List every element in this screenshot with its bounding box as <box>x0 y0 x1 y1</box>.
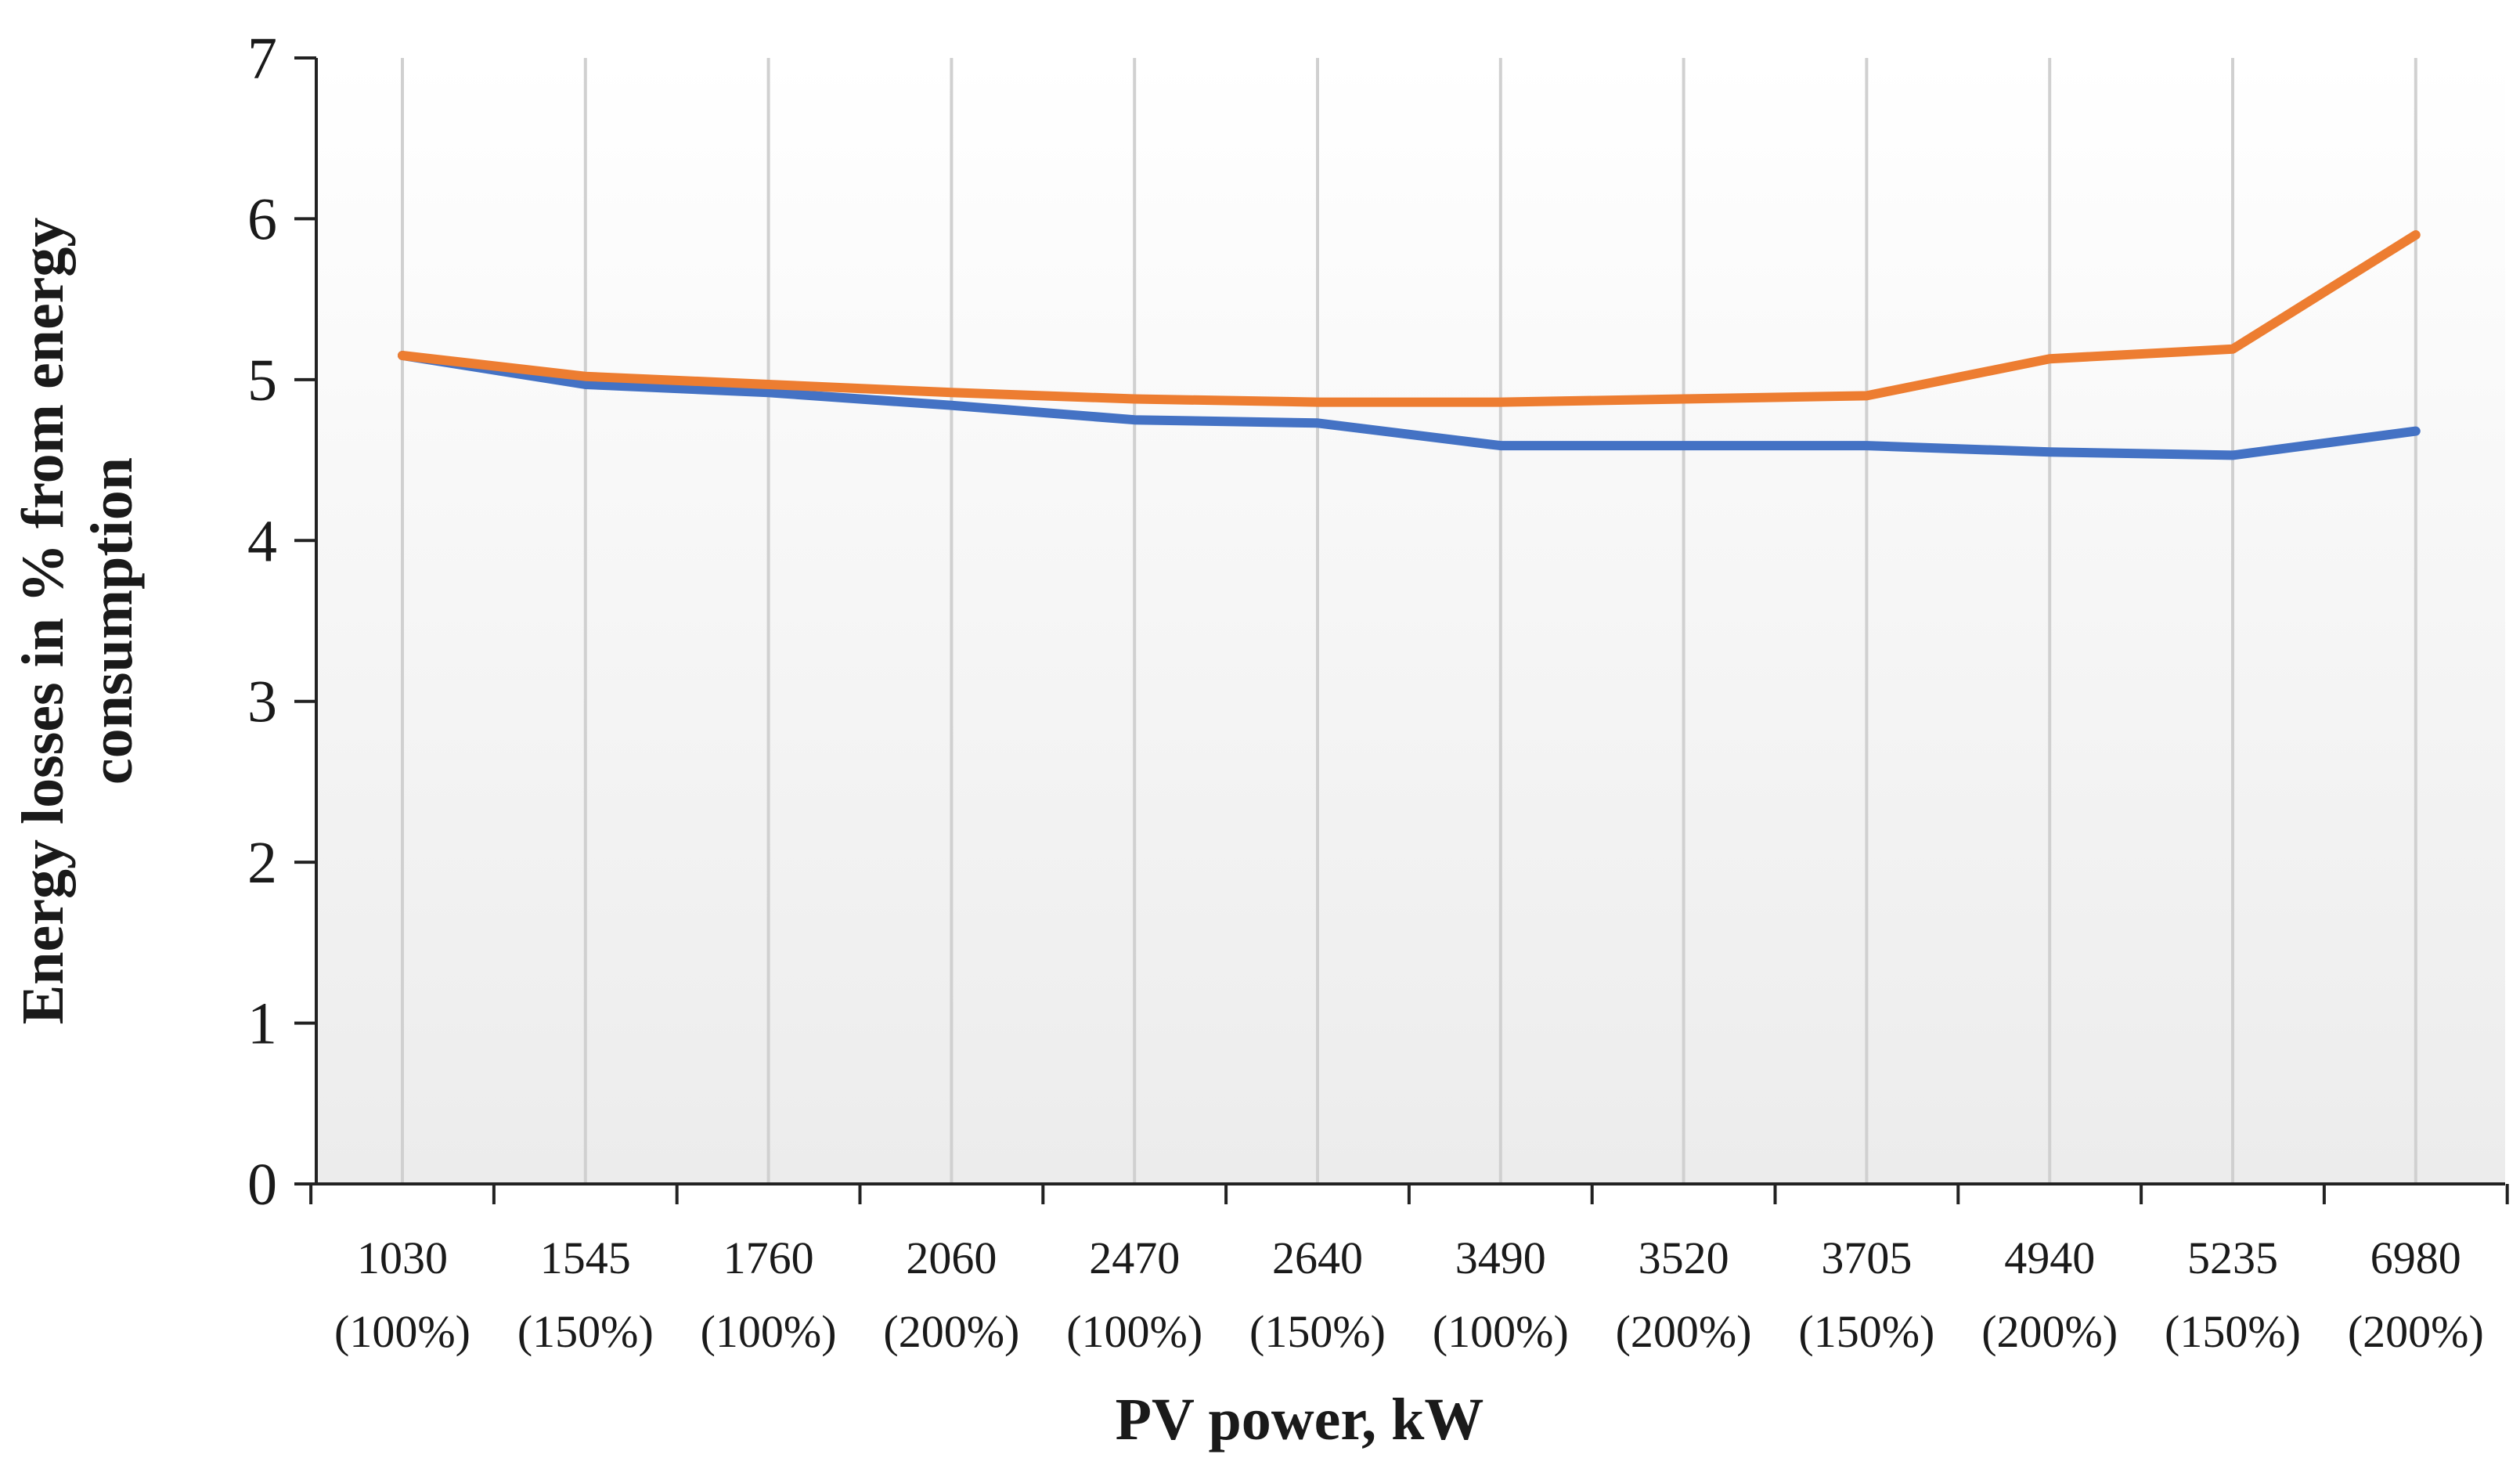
x-tick-label-power-1030: 1030 <box>357 1232 448 1283</box>
y-axis-title-line-2: consumption <box>79 457 145 785</box>
x-tick-label-pct-1545: (150%) <box>517 1306 654 1357</box>
x-tick-label-pct-1760: (100%) <box>701 1306 837 1357</box>
y-axis-title: Energy losses in % from energy consumpti… <box>10 218 145 1025</box>
x-tick-label-power-1760: 1760 <box>723 1232 814 1283</box>
y-tick-label-4: 4 <box>247 508 277 574</box>
series-lines <box>398 230 2421 460</box>
x-tick-label-pct-5235: (150%) <box>2165 1306 2301 1357</box>
y-tick-label-7: 7 <box>247 26 277 92</box>
x-tick-label-power-6980: 6980 <box>2370 1232 2461 1283</box>
x-tick-label-pct-2470: (100%) <box>1066 1306 1202 1357</box>
grid-lines <box>401 58 2417 1184</box>
y-tick-label-5: 5 <box>247 348 277 413</box>
series-blue-line <box>398 351 2421 460</box>
x-tick-label-pct-4940: (200%) <box>1981 1306 2118 1357</box>
y-tick-label-0: 0 <box>247 1152 277 1218</box>
x-tick-label-power-2060: 2060 <box>906 1232 997 1283</box>
x-axis-title: PV power, kW <box>1116 1387 1484 1453</box>
x-tick-label-pct-2060: (200%) <box>883 1306 1019 1357</box>
y-tick-label-1: 1 <box>247 991 277 1057</box>
x-tick-label-power-3520: 3520 <box>1639 1232 1729 1283</box>
series-orange-line <box>398 230 2421 407</box>
x-tick-label-power-5235: 5235 <box>2187 1232 2278 1283</box>
x-axis-ticks: 1030 (100%) 1545 (150%) 1760 (100%) 2060 (200%)… <box>309 1184 2509 1357</box>
y-tick-label-3: 3 <box>247 669 277 735</box>
y-tick-label-6: 6 <box>247 186 277 252</box>
x-tick-label-power-1545: 1545 <box>540 1232 631 1283</box>
x-tick-label-pct-2640: (150%) <box>1249 1306 1386 1357</box>
x-tick-label-pct-3705: (150%) <box>1798 1306 1934 1357</box>
plot-area <box>316 58 2505 1184</box>
x-tick-label-power-4940: 4940 <box>2004 1232 2095 1283</box>
x-tick-label-power-3705: 3705 <box>1821 1232 1912 1283</box>
x-tick-label-pct-3520: (200%) <box>1616 1306 1752 1357</box>
x-tick-label-power-3490: 3490 <box>1455 1232 1546 1283</box>
x-tick-label-pct-3490: (100%) <box>1433 1306 1569 1357</box>
y-tick-label-2: 2 <box>247 830 277 896</box>
x-tick-label-pct-6980: (200%) <box>2348 1306 2484 1357</box>
y-axis-ticks: 0 1 2 3 4 5 6 7 <box>247 26 316 1218</box>
y-axis-title-line-1: Energy losses in % from energy <box>10 218 76 1025</box>
x-tick-label-pct-1030: (100%) <box>334 1306 470 1357</box>
x-tick-label-power-2640: 2640 <box>1272 1232 1363 1283</box>
x-tick-label-power-2470: 2470 <box>1089 1232 1180 1283</box>
